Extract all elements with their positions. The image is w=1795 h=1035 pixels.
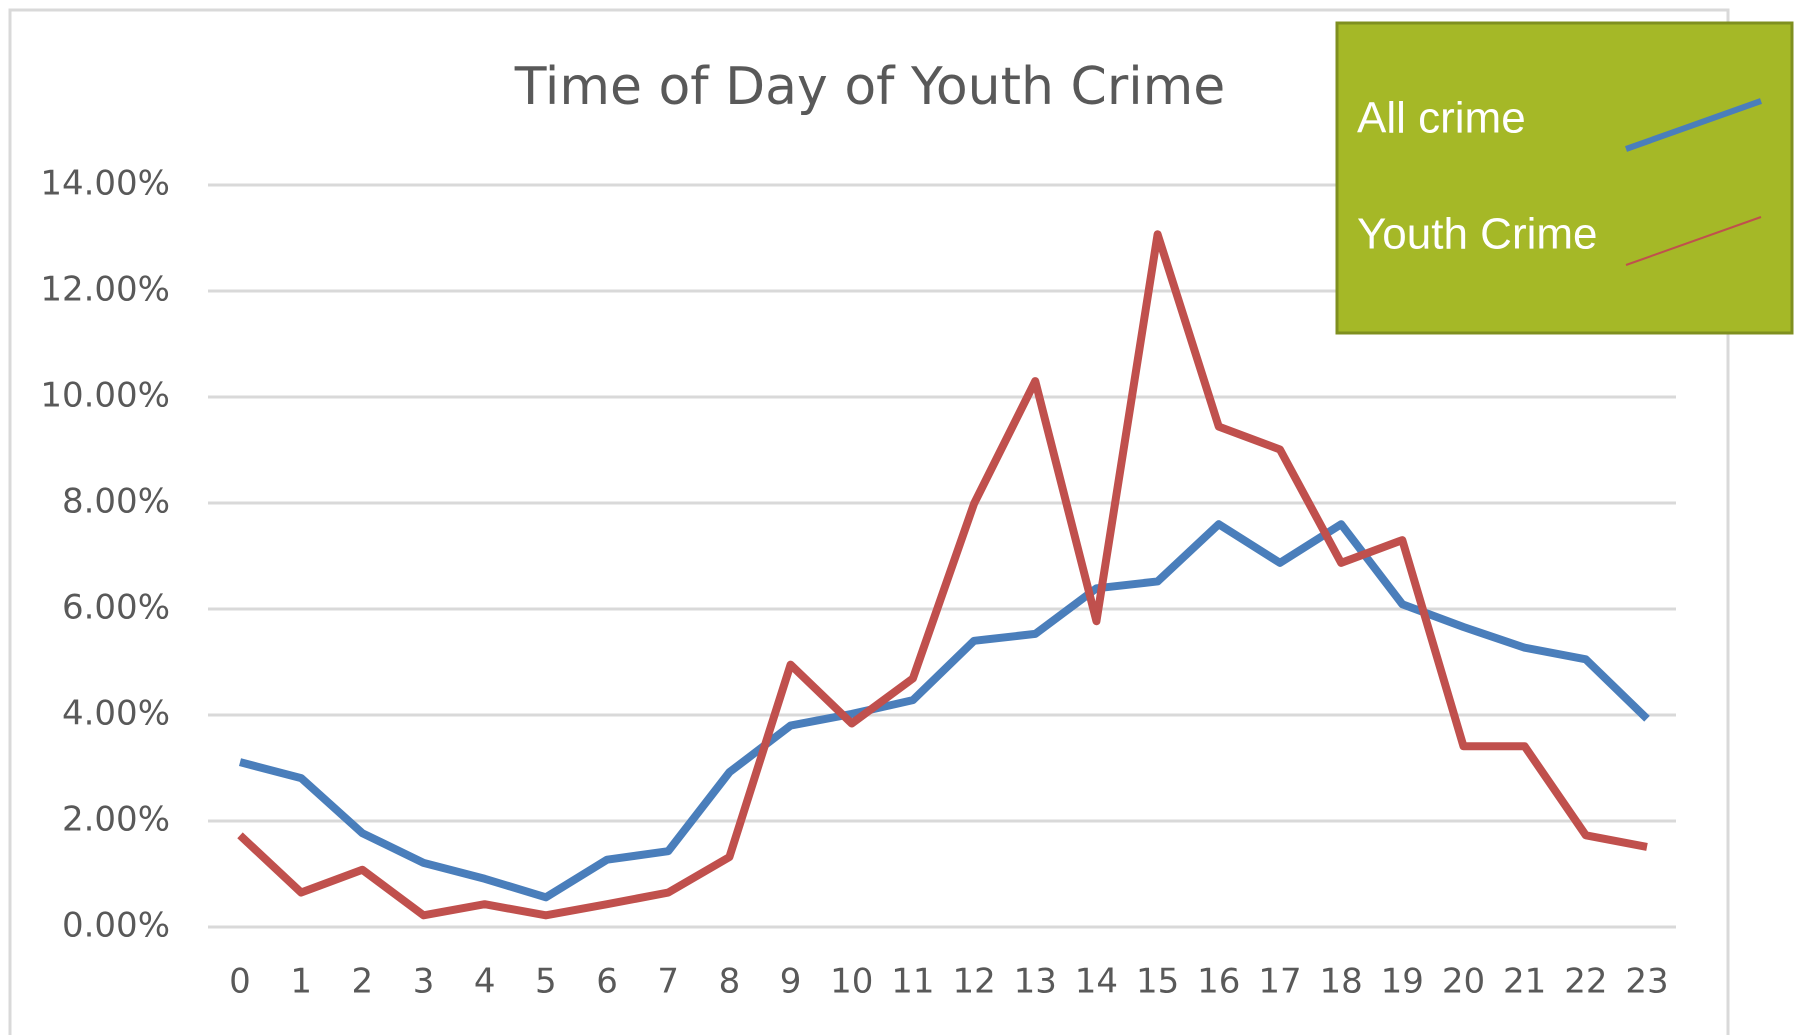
x-tick-label: 2 [352, 962, 374, 1002]
x-tick-label: 15 [1136, 962, 1179, 1002]
x-tick-label: 0 [229, 962, 251, 1002]
y-tick-label: 14.00% [40, 164, 170, 204]
x-tick-label: 7 [657, 962, 679, 1002]
y-tick-label: 4.00% [62, 694, 170, 734]
y-tick-label: 12.00% [40, 270, 170, 310]
legend-label: All crime [1357, 94, 1526, 143]
x-tick-label: 10 [830, 962, 873, 1002]
legend-swatch [1625, 216, 1762, 266]
x-tick-label: 20 [1442, 962, 1485, 1002]
x-tick-label: 9 [780, 962, 802, 1002]
legend-swatch [1624, 98, 1763, 152]
x-tick-label: 5 [535, 962, 557, 1002]
y-tick-label: 2.00% [62, 800, 170, 840]
y-tick-label: 6.00% [62, 588, 170, 628]
x-tick-label: 3 [413, 962, 435, 1002]
x-tick-label: 6 [596, 962, 618, 1002]
x-tick-label: 16 [1197, 962, 1240, 1002]
x-tick-label: 17 [1258, 962, 1301, 1002]
legend-label: Youth Crime [1357, 210, 1598, 259]
chart-title: Time of Day of Youth Crime [514, 57, 1226, 117]
x-tick-label: 21 [1503, 962, 1546, 1002]
x-tick-label: 14 [1075, 962, 1118, 1002]
x-tick-label: 12 [952, 962, 995, 1002]
x-tick-label: 11 [891, 962, 934, 1002]
y-tick-label: 10.00% [40, 376, 170, 416]
x-tick-label: 4 [474, 962, 496, 1002]
data-line [237, 230, 1648, 920]
legend-box [1335, 21, 1794, 335]
x-tick-label: 23 [1625, 962, 1668, 1002]
x-tick-label: 1 [290, 962, 312, 1002]
x-tick-label: 22 [1564, 962, 1607, 1002]
x-tick-label: 13 [1014, 962, 1057, 1002]
y-tick-label: 8.00% [62, 482, 170, 522]
x-tick-label: 8 [719, 962, 741, 1002]
x-tick-label: 18 [1319, 962, 1362, 1002]
data-line [238, 520, 1650, 902]
y-tick-label: 0.00% [62, 906, 170, 946]
x-tick-label: 19 [1381, 962, 1424, 1002]
